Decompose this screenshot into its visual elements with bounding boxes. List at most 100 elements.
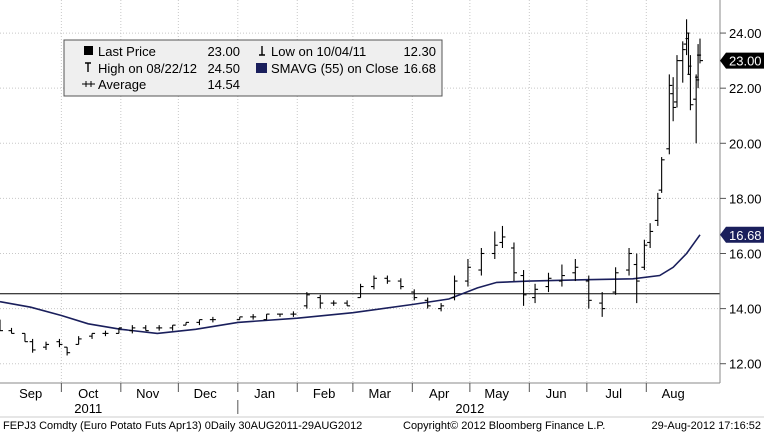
ohlc-bar bbox=[532, 283, 539, 304]
ohlc-bar bbox=[209, 316, 216, 323]
smavg-tag-bg bbox=[720, 226, 764, 243]
ohlc-bar bbox=[277, 313, 283, 317]
low-marker-icon bbox=[259, 46, 265, 56]
ohlc-bar bbox=[451, 275, 458, 301]
y-tick-label: 18.00 bbox=[729, 191, 762, 206]
ohlc-bar bbox=[666, 74, 673, 155]
ohlc-bar bbox=[510, 242, 517, 282]
ohlc-bar bbox=[438, 303, 445, 312]
ohlc-bar bbox=[572, 259, 579, 282]
y-tick-label: 20.00 bbox=[729, 136, 762, 151]
x-tick-label: Jul bbox=[605, 386, 622, 401]
ohlc-bar bbox=[612, 267, 619, 295]
ohlc-bar bbox=[317, 294, 324, 309]
ohlc-bar bbox=[236, 316, 243, 321]
ohlc-bar bbox=[142, 325, 149, 332]
x-tick-label: Jan bbox=[254, 386, 275, 401]
ohlc-bar bbox=[499, 225, 506, 248]
legend-low-value: 12.30 bbox=[403, 44, 436, 59]
ohlc-bar bbox=[673, 55, 680, 108]
ohlc-bar bbox=[641, 239, 648, 271]
ohlc-bar bbox=[263, 313, 270, 321]
x-tick-label: Jun bbox=[546, 386, 567, 401]
legend-average-label: Average bbox=[98, 77, 146, 92]
ohlc-bar bbox=[56, 338, 63, 348]
x-tick-label: Feb bbox=[313, 386, 335, 401]
x-tick-label: Apr bbox=[429, 386, 450, 401]
legend-average-value: 14.54 bbox=[207, 77, 240, 92]
legend-high-label: High on 08/22/12 bbox=[98, 61, 197, 76]
x-tick-label: Dec bbox=[194, 386, 218, 401]
year-label: 2011 bbox=[74, 401, 102, 416]
x-tick-label: Mar bbox=[369, 386, 392, 401]
ohlc-bar bbox=[464, 259, 471, 287]
ohlc-bar bbox=[0, 319, 3, 332]
legend-last-price-label: Last Price bbox=[98, 44, 156, 59]
ohlc-bar bbox=[29, 338, 36, 353]
ohlc-bar bbox=[183, 321, 190, 326]
ohlc-bar bbox=[397, 278, 404, 290]
ohlc-bar bbox=[585, 275, 592, 309]
ohlc-bar bbox=[21, 332, 28, 343]
ohlc-bar bbox=[250, 314, 257, 320]
ohlc-bar bbox=[129, 325, 136, 334]
x-tick-label: Nov bbox=[136, 386, 160, 401]
smavg-tag-text: 16.68 bbox=[729, 228, 762, 243]
value-tags: 23.00 16.68 bbox=[720, 52, 764, 243]
ohlc-bar bbox=[169, 324, 176, 331]
ohlc-bar bbox=[344, 300, 351, 307]
x-tick-label: Aug bbox=[662, 386, 685, 401]
ohlc-bar bbox=[679, 41, 686, 83]
ohlc-bar bbox=[697, 38, 703, 64]
ohlc-bar bbox=[520, 270, 527, 306]
y-tick-label: 12.00 bbox=[729, 357, 762, 372]
ohlc-bar bbox=[75, 336, 82, 345]
ohlc-bar bbox=[8, 327, 15, 334]
footer-copyright: Copyright© 2012 Bloomberg Finance L.P. bbox=[403, 420, 605, 432]
smavg-icon bbox=[256, 63, 267, 73]
ohlc-bar bbox=[411, 289, 418, 301]
x-tick-label: Sep bbox=[19, 386, 42, 401]
smavg-series bbox=[0, 234, 701, 335]
smavg-line bbox=[0, 234, 701, 335]
ohlc-bar bbox=[658, 157, 665, 193]
ohlc-bar bbox=[599, 292, 606, 317]
year-label: 2012 bbox=[455, 401, 484, 416]
ohlc-bar bbox=[43, 341, 50, 350]
price-bars bbox=[0, 19, 703, 356]
legend-last-price-value: 23.00 bbox=[207, 44, 240, 59]
high-marker-icon bbox=[85, 62, 91, 72]
x-axis-ticks: Sep Oct Nov Dec Jan Feb Mar Apr May Jun Jul Aug 2011… bbox=[19, 383, 685, 416]
ohlc-bar bbox=[64, 346, 71, 356]
ohlc-bar bbox=[89, 332, 96, 339]
last-price-tag-bg bbox=[720, 52, 764, 69]
legend-smavg-label: SMAVG (55) on Close bbox=[271, 61, 399, 76]
legend-smavg-value: 16.68 bbox=[403, 61, 436, 76]
ohlc-bar bbox=[491, 231, 498, 260]
ohlc-bar bbox=[633, 253, 640, 304]
ohlc-bar bbox=[670, 77, 677, 122]
legend-box bbox=[63, 39, 443, 97]
ohlc-bar bbox=[545, 272, 552, 293]
ohlc-bar bbox=[370, 275, 377, 290]
ohlc-bar bbox=[303, 292, 310, 309]
ohlc-bar bbox=[558, 264, 565, 287]
legend-high-value: 24.50 bbox=[207, 61, 240, 76]
ohlc-bar bbox=[424, 297, 431, 309]
footer-timestamp: 29-Aug-2012 17:16:52 bbox=[652, 420, 761, 432]
ohlc-bar bbox=[156, 325, 163, 331]
ohlc-bar bbox=[357, 283, 364, 299]
y-tick-label: 24.00 bbox=[729, 26, 762, 41]
last-price-tag-text: 23.00 bbox=[729, 54, 762, 69]
x-tick-label: May bbox=[484, 386, 509, 401]
footer-ticker-info: FEPJ3 Comdty (Euro Potato Futs Apr13) 0D… bbox=[3, 420, 362, 432]
ohlc-bar bbox=[478, 247, 485, 276]
ohlc-bar bbox=[330, 300, 337, 306]
ohlc-bar bbox=[626, 247, 633, 276]
smavg-tag: 16.68 bbox=[720, 226, 764, 243]
legend-low-label: Low on 10/04/11 bbox=[271, 44, 366, 59]
last-price-tag: 23.00 bbox=[720, 52, 764, 69]
ohlc-bar bbox=[647, 223, 654, 248]
x-tick-label: Oct bbox=[78, 386, 99, 401]
y-tick-label: 16.00 bbox=[729, 246, 762, 261]
